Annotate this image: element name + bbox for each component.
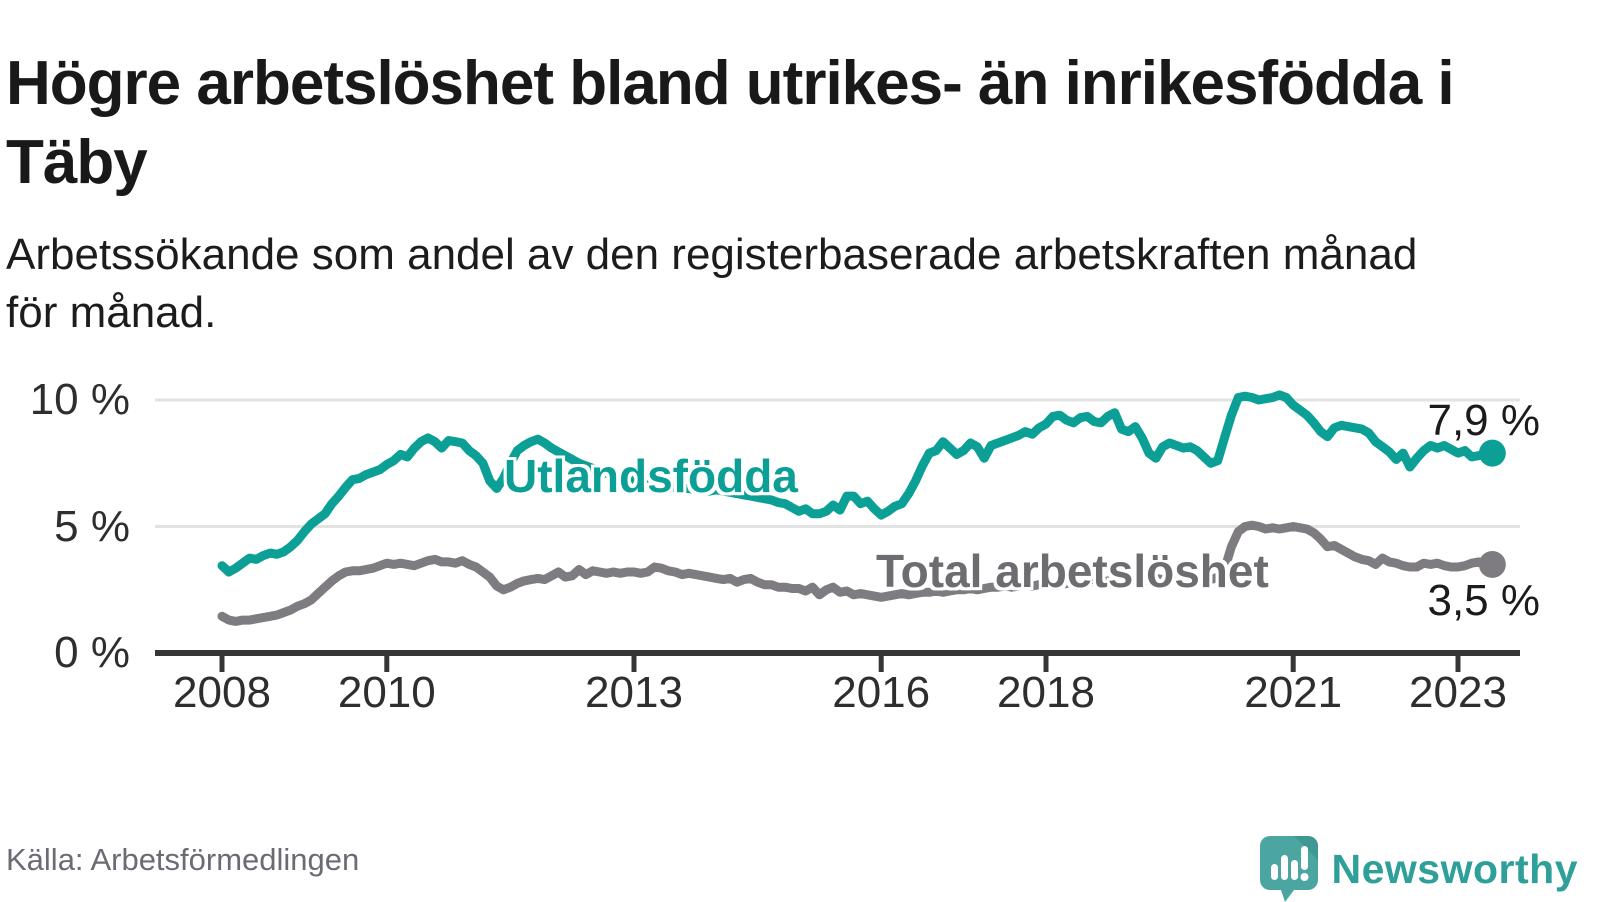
end-value-label-utlandsfodda: 7,9 % — [1427, 396, 1540, 445]
series-label-total-arbetsloshet: Total arbetslöshet — [876, 545, 1269, 597]
series-end-dot-total — [1478, 550, 1506, 578]
y-tick-label: 10 % — [29, 375, 130, 424]
end-value-label-total: 3,5 % — [1427, 576, 1540, 625]
x-tick-label: 2008 — [173, 668, 271, 717]
x-tick-label: 2018 — [997, 668, 1095, 717]
y-tick-label: 5 % — [54, 501, 130, 551]
line-chart — [155, 390, 1520, 672]
x-tick-label: 2016 — [832, 668, 931, 717]
x-tick-label: 2021 — [1244, 668, 1343, 717]
x-tick-label: 2023 — [1409, 668, 1507, 717]
page-title: Högre arbetslöshet bland utrikes- än inr… — [6, 48, 1455, 197]
x-tick-label: 2010 — [337, 668, 436, 717]
series-label-utlandsfodda: Utlandsfödda — [504, 450, 798, 502]
series-line-total — [217, 520, 1497, 626]
series-line-utlandsfodda — [217, 390, 1497, 577]
source-note: Källa: Arbetsförmedlingen — [6, 842, 360, 877]
newsworthy-bubble-icon — [1259, 836, 1318, 902]
y-tick-label: 0 % — [54, 628, 130, 677]
x-tick-label: 2013 — [585, 668, 683, 717]
chart-subtitle: Arbetssökande som andel av den registerb… — [6, 230, 1418, 338]
series-end-dot-utlandsfodda — [1478, 439, 1506, 467]
newsworthy-wordmark: Newsworthy — [1331, 845, 1578, 892]
newsworthy-logo: Newsworthy — [1259, 836, 1579, 902]
